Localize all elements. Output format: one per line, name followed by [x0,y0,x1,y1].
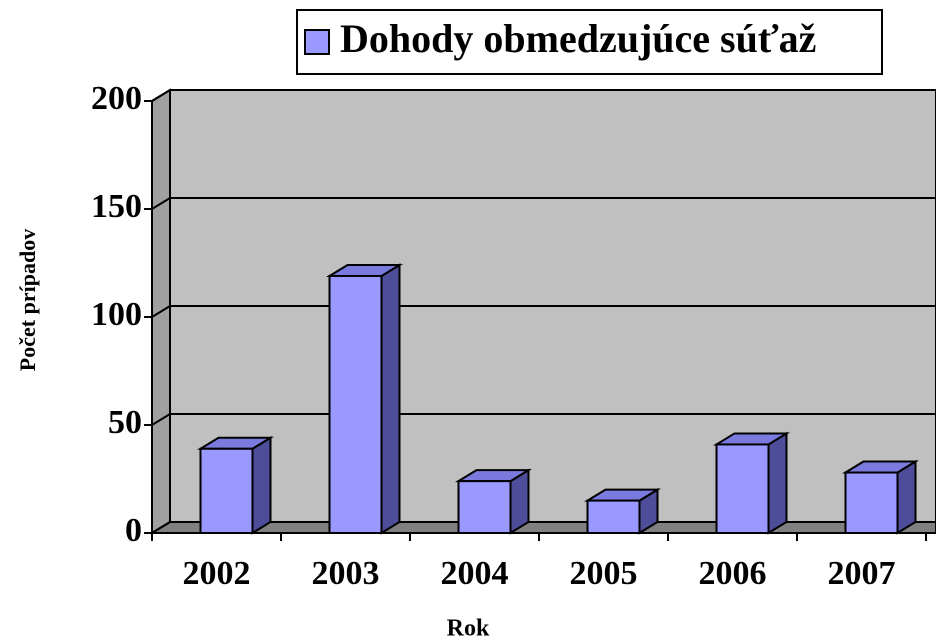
grid-line [151,89,936,102]
bar [715,443,770,534]
bar-side [896,459,917,535]
y-tick-label: 200 [91,80,142,117]
x-axis-label: Rok [447,616,490,642]
bar [586,499,641,535]
bar [328,274,383,534]
bar-side [251,435,272,535]
bar [457,480,512,535]
bar-side [767,431,788,535]
y-tick-label: 0 [125,512,142,549]
grid-line [151,305,936,318]
bar-side [380,263,401,535]
grid-line [151,521,936,534]
x-tick-label: 2007 [828,555,896,592]
x-tick-label: 2003 [312,555,380,592]
y-axis-label: Počet prípadov [15,229,40,371]
legend-box [296,9,883,75]
grid-line [151,413,936,426]
y-tick-label: 50 [108,404,142,441]
x-tick-label: 2005 [570,555,638,592]
x-tick-label: 2004 [441,555,509,592]
y-tick-label: 150 [91,188,142,225]
y-tick-label: 100 [91,296,142,333]
legend-swatch [304,29,330,55]
bar [844,471,899,534]
legend-label: Dohody obmedzujúce súťaž [340,16,816,61]
x-tick-label: 2006 [699,555,767,592]
grid-line [151,197,936,210]
x-tick-label: 2002 [183,555,251,592]
bar [199,447,254,535]
